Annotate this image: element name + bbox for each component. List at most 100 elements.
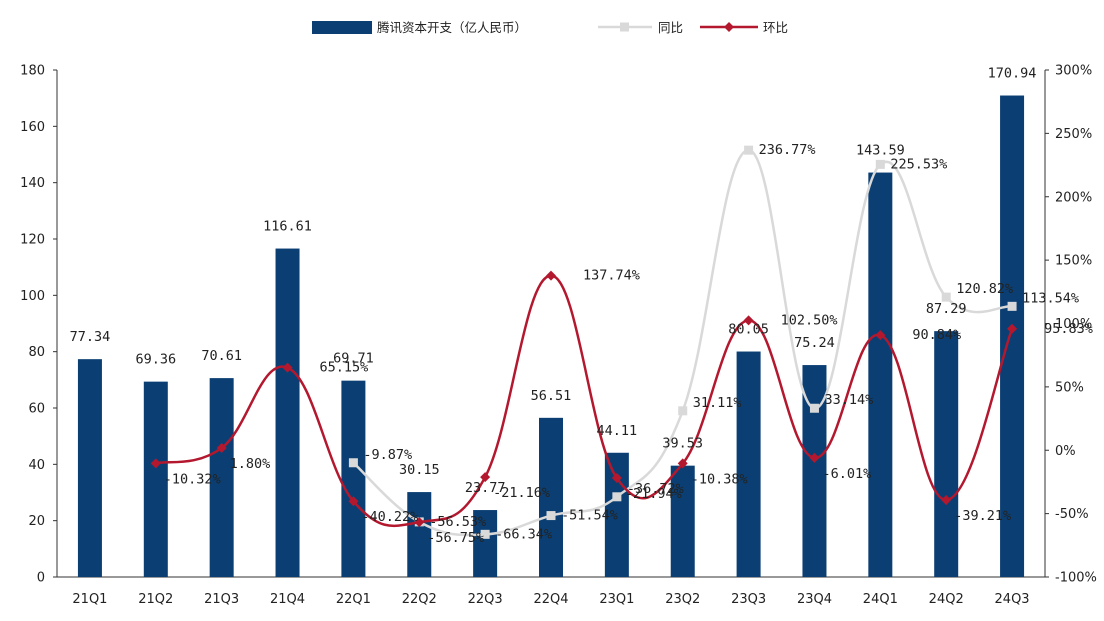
y-left-tick-label: 180 — [20, 64, 45, 79]
bar — [341, 380, 366, 577]
y-right-tick-label: -50% — [1055, 507, 1089, 522]
bar-value-label: 116.61 — [263, 219, 312, 235]
x-tick-label: 21Q4 — [270, 592, 305, 607]
qoq-marker — [875, 330, 886, 341]
qoq-value-label: 65.15% — [320, 360, 369, 376]
x-tick-label: 23Q1 — [599, 592, 634, 607]
x-tick-label: 21Q2 — [138, 592, 173, 607]
x-tick-label: 22Q1 — [336, 592, 371, 607]
qoq-value-label: -21.16% — [493, 485, 550, 501]
qoq-marker — [348, 496, 359, 507]
qoq-marker — [809, 452, 820, 463]
qoq-value-label: 137.74% — [583, 268, 640, 284]
yoy-marker — [744, 145, 754, 155]
yoy-value-label: -9.87% — [363, 447, 412, 463]
legend-yoy-label: 同比 — [658, 20, 683, 35]
bar-value-label: 39.53 — [662, 436, 703, 452]
y-right-tick-label: 0% — [1055, 444, 1076, 459]
qoq-marker — [480, 472, 491, 483]
x-tick-label: 23Q3 — [731, 592, 766, 607]
yoy-marker — [1007, 301, 1017, 311]
qoq-marker — [150, 458, 161, 469]
y-right-tick-label: 200% — [1055, 190, 1092, 205]
bar-value-label: 170.94 — [988, 66, 1037, 82]
qoq-marker — [546, 270, 556, 281]
x-tick-label: 23Q4 — [797, 592, 832, 607]
bar-value-label: 23.77 — [465, 480, 506, 496]
data-labels: 77.34 69.36 70.61 116.61 69.71 30.15 23.77 56.5… — [70, 66, 1093, 547]
bar — [209, 378, 234, 577]
yoy-marker — [480, 529, 490, 539]
y-right-tick-label: 50% — [1055, 380, 1084, 395]
qoq-marker — [414, 517, 425, 528]
bar-value-label: 80.05 — [728, 322, 769, 338]
qoq-marker — [611, 473, 622, 484]
y-right-tick-label: -100% — [1055, 571, 1097, 586]
qoq-value-label: 90.84% — [912, 327, 961, 343]
yoy-value-label: 236.77% — [759, 142, 816, 158]
qoq-value-label: 1.80% — [230, 456, 271, 472]
y-right-tick-label: 250% — [1055, 127, 1092, 142]
yoy-value-label: 225.53% — [890, 156, 947, 172]
bar — [539, 417, 563, 577]
bar — [868, 172, 893, 577]
bar-series — [77, 95, 1025, 578]
x-tick-label: 24Q2 — [929, 592, 964, 607]
x-tick-label: 24Q1 — [863, 592, 898, 607]
bar-value-label: 77.34 — [70, 329, 111, 345]
axes: 0 20 40 60 80 100 120 140 160 180 -100% -50% 0% 50% 10… — [20, 64, 1097, 608]
bar — [77, 359, 102, 577]
yoy-marker — [809, 403, 819, 413]
qoq-marker — [941, 494, 952, 505]
bar — [407, 492, 432, 577]
y-right-tick-label: 300% — [1055, 64, 1092, 79]
y-left-tick-label: 20 — [28, 514, 45, 529]
bar-value-label: 143.59 — [856, 143, 905, 159]
qoq-value-label: -56.75% — [427, 530, 484, 546]
bar — [275, 248, 300, 577]
qoq-value-label: -40.22% — [361, 509, 418, 525]
y-left-tick-label: 40 — [28, 458, 45, 473]
legend-yoy-swatch-marker — [620, 22, 629, 32]
y-left-tick-label: 0 — [37, 571, 45, 586]
x-tick-label: 21Q1 — [72, 592, 107, 607]
y-left-tick-label: 120 — [20, 233, 45, 248]
qoq-marker — [216, 442, 227, 453]
bar-value-label: 56.51 — [531, 388, 572, 404]
qoq-series — [150, 270, 1018, 528]
yoy-marker — [875, 159, 885, 169]
qoq-marker — [677, 458, 688, 469]
y-left-tick-label: 160 — [20, 120, 45, 135]
yoy-value-label: -66.34% — [495, 526, 552, 542]
yoy-marker — [941, 292, 951, 302]
bar — [736, 351, 761, 577]
bar-value-label: 87.29 — [926, 301, 967, 317]
yoy-value-label: 113.54% — [1022, 290, 1079, 306]
qoq-value-label: -39.21% — [954, 508, 1011, 524]
y-left-tick-label: 80 — [28, 345, 45, 360]
bar-value-label: 44.11 — [597, 423, 638, 439]
yoy-marker — [348, 458, 358, 468]
bar-value-label: 30.15 — [399, 462, 440, 478]
y-left-tick-label: 100 — [20, 289, 45, 304]
x-tick-label: 22Q3 — [468, 592, 503, 607]
yoy-marker — [678, 406, 688, 416]
bar-value-label: 75.24 — [794, 335, 835, 351]
legend: 腾讯资本开支（亿人民币） 同比 环比 — [312, 20, 788, 35]
legend-bar-swatch — [312, 21, 372, 34]
y-left-tick-label: 140 — [20, 176, 45, 191]
qoq-value-label: 95.83% — [1044, 321, 1093, 337]
yoy-marker — [546, 511, 556, 521]
y-right-tick-label: 100% — [1055, 317, 1092, 332]
qoq-value-label: -10.38% — [691, 471, 748, 487]
x-tick-label: 23Q2 — [665, 592, 700, 607]
x-tick-label: 22Q2 — [402, 592, 437, 607]
bar — [934, 331, 959, 577]
qoq-value-label: -6.01% — [822, 466, 871, 482]
yoy-value-label: 33.14% — [824, 392, 873, 408]
qoq-value-label: -10.32% — [164, 471, 221, 487]
legend-qoq-label: 环比 — [763, 20, 788, 35]
bar — [1000, 95, 1025, 578]
legend-qoq-swatch-marker — [724, 22, 734, 32]
